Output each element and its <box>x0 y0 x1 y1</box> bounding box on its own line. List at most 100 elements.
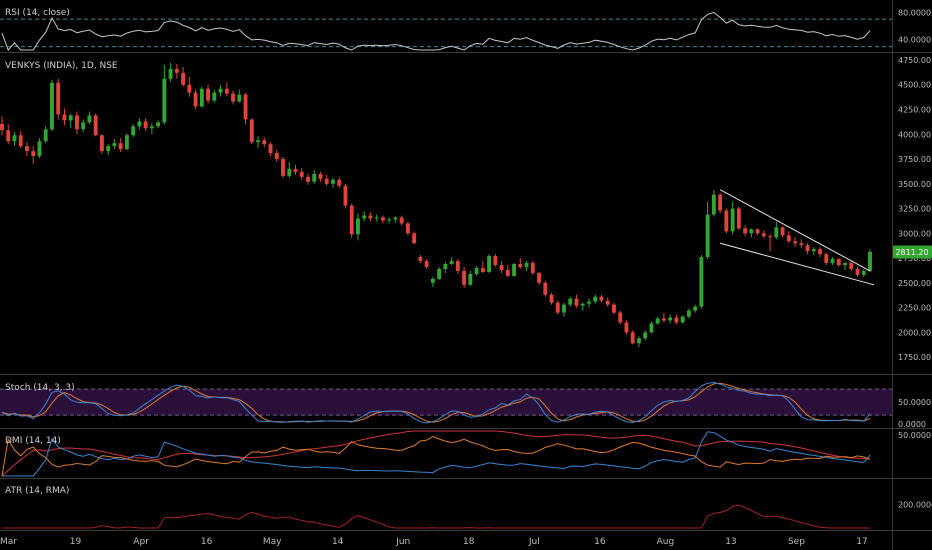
candle-body <box>655 318 660 324</box>
time-axis[interactable]: Mar 19 Apr 16 May 14 Jun 18 Jul 16 Aug 13 Sep 17 <box>0 537 868 547</box>
candle-body <box>262 140 267 145</box>
time-tick-label: 16 <box>594 537 606 547</box>
candle-body <box>661 318 666 321</box>
candle-body <box>356 218 360 235</box>
time-tick-label: Aug <box>657 537 675 547</box>
candle-body <box>37 141 42 157</box>
atr-label: ATR (14, RMA) <box>5 486 69 496</box>
candle-body <box>649 323 654 333</box>
candle-body <box>43 129 48 142</box>
candle-body <box>331 179 335 184</box>
candle-body <box>418 257 423 262</box>
wedge-lower-line <box>719 242 875 286</box>
time-tick-label: 19 <box>70 537 82 547</box>
candle-body <box>106 146 111 152</box>
falling-wedge-drawing[interactable] <box>719 189 875 286</box>
stoch-d-line <box>1 382 871 423</box>
price-tick-label: 4000.00 <box>898 130 931 139</box>
candle-body <box>505 269 510 276</box>
candle-body <box>62 114 67 121</box>
candle-body <box>287 168 292 176</box>
time-tick-label: 18 <box>463 537 475 547</box>
candle-body <box>56 82 61 115</box>
candle-body <box>299 171 304 177</box>
time-tick-label: Apr <box>133 537 149 547</box>
candle-body <box>468 273 473 285</box>
time-tick-label: Mar <box>0 537 17 547</box>
candle-body <box>74 115 79 130</box>
candle-body <box>156 122 161 127</box>
adx-line <box>1 430 871 477</box>
candle-body <box>143 121 148 129</box>
price-tick-label: 2500.00 <box>898 279 931 288</box>
candle-body <box>736 208 741 229</box>
candle-body <box>118 143 123 150</box>
indicator-tick-label: 200.0000 <box>898 501 932 510</box>
candle-body <box>443 264 448 269</box>
candle-body <box>718 194 723 211</box>
rsi-panel[interactable]: RSI (14, close) 80.0000 40.0000 <box>0 8 931 51</box>
price-tick-label: 3500.00 <box>898 180 931 189</box>
candle-body <box>668 317 673 321</box>
stochastic-panel[interactable]: Stoch (14, 3, 3) 50.0000 0.0000 <box>0 381 931 429</box>
atr-line <box>2 504 870 529</box>
candle-body <box>587 301 591 304</box>
candle-body <box>580 303 585 306</box>
candle-body <box>818 249 822 255</box>
candle-body <box>618 312 623 323</box>
candle-body <box>393 217 398 220</box>
candle-body <box>843 263 847 266</box>
indicator-tick-label: 40.0000 <box>898 36 931 45</box>
candle-body <box>193 92 198 107</box>
candle-body <box>780 227 785 236</box>
candle-body <box>643 332 648 339</box>
candle-body <box>18 135 23 147</box>
candle-body <box>87 115 92 123</box>
rsi-levels <box>0 18 892 48</box>
dmi-panel[interactable]: DMI (14, 14) 50.0000 <box>1 430 931 477</box>
candle-body <box>724 210 729 232</box>
candle-body <box>293 168 298 172</box>
candle-body <box>312 173 317 182</box>
candle-body <box>499 265 504 270</box>
candle-body <box>487 256 492 272</box>
dmi-label: DMI (14, 14) <box>5 436 61 446</box>
candle-body <box>430 278 435 283</box>
candle-body <box>824 254 829 264</box>
candle-body <box>755 229 760 234</box>
candle-body <box>861 270 866 275</box>
price-tick-label: 4250.00 <box>898 105 931 114</box>
candle-body <box>605 300 610 305</box>
candle-body <box>705 214 710 258</box>
atr-panel[interactable]: ATR (14, RMA) 200.0000 <box>2 486 932 529</box>
time-tick-label: Sep <box>788 537 805 547</box>
candle-body <box>31 151 36 157</box>
candle-body <box>212 92 217 101</box>
candle-body <box>437 268 442 279</box>
indicator-tick-label: 50.0000 <box>898 398 931 407</box>
stoch-k-line <box>1 381 871 424</box>
rsi-line <box>1 11 871 51</box>
price-axis: 4750.00 4500.00 4250.00 4000.00 3750.00 3500.… <box>898 56 931 362</box>
candle-body <box>474 267 479 274</box>
candle-body <box>368 215 373 219</box>
candle-body <box>281 159 285 176</box>
candle-body <box>343 185 348 206</box>
atr-axis: 200.0000 <box>898 501 932 510</box>
candle-body <box>274 153 279 160</box>
candle-body <box>181 72 186 85</box>
candle-body <box>549 294 554 303</box>
price-tick-label: 3250.00 <box>898 205 931 214</box>
candle-body <box>512 264 516 276</box>
candle-body <box>630 332 635 344</box>
candle-body <box>568 298 573 305</box>
price-tick-label: 2750.00 <box>898 254 931 263</box>
candle-body <box>537 272 541 283</box>
price-panel[interactable]: VENKYS (INDIA), 1D, NSE 4750.00 4500.00 42… <box>0 56 932 362</box>
candle-body <box>562 304 566 313</box>
candle-body <box>187 84 192 93</box>
candle-body <box>412 233 417 244</box>
candle-body <box>774 227 779 238</box>
